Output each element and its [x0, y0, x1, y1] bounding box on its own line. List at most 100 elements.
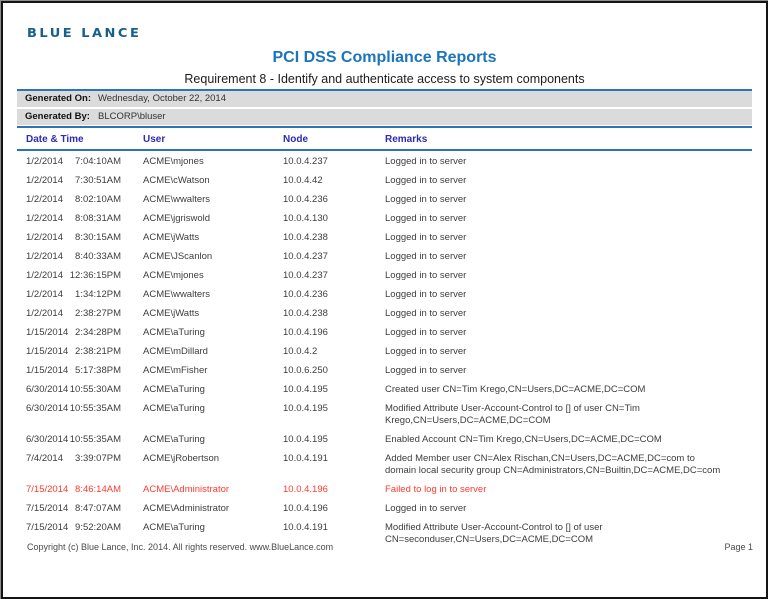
- cell-user: ACME\mDillard: [143, 345, 208, 357]
- cell-user: ACME\aTuring: [143, 383, 205, 395]
- cell-time: 8:02:10AM: [75, 193, 121, 205]
- cell-time: 10:55:35AM: [69, 433, 121, 445]
- table-row: 1/2/2014 7:04:10AM ACME\mjones 10.0.4.237 Lo…: [17, 152, 752, 171]
- cell-node: 10.0.4.191: [283, 521, 328, 533]
- table-row: 1/2/2014 2:38:27PM ACME\jWatts 10.0.4.238 Lo…: [17, 304, 752, 323]
- cell-time: 7:04:10AM: [75, 155, 121, 167]
- cell-datetime: 1/2/2014 2:38:27PM: [26, 308, 121, 320]
- generated-by-row: Generated By: BLCORP\bluser: [17, 109, 752, 125]
- cell-datetime: 1/2/2014 8:08:31AM: [26, 213, 121, 225]
- cell-time: 8:46:14AM: [75, 483, 121, 495]
- cell-date: 1/2/2014: [26, 174, 63, 186]
- table-row: 1/15/2014 5:17:38PM ACME\mFisher 10.0.6.250…: [17, 361, 752, 380]
- cell-time: 9:52:20AM: [75, 521, 121, 533]
- cell-time: 8:47:07AM: [75, 502, 121, 514]
- cell-datetime: 6/30/2014 10:55:30AM: [26, 384, 121, 396]
- table-row: 1/2/2014 7:30:51AM ACME\cWatson 10.0.4.42 Lo…: [17, 171, 752, 190]
- cell-datetime: 7/15/2014 8:47:07AM: [26, 503, 121, 515]
- cell-node: 10.0.4.236: [283, 193, 328, 205]
- cell-datetime: 7/15/2014 9:52:20AM: [26, 522, 121, 546]
- cell-time: 2:38:21PM: [75, 345, 121, 357]
- cell-date: 1/2/2014: [26, 307, 63, 319]
- column-header-datetime: Date & Time: [26, 134, 84, 145]
- cell-date: 1/2/2014: [26, 155, 63, 167]
- cell-time: 8:30:15AM: [75, 231, 121, 243]
- cell-remarks: Failed to log in to server: [385, 483, 487, 495]
- column-header-remarks: Remarks: [385, 134, 428, 145]
- cell-remarks: Logged in to server: [385, 307, 467, 319]
- cell-remarks: Logged in to server: [385, 502, 467, 514]
- cell-remarks: Logged in to server: [385, 326, 467, 338]
- cell-user: ACME\jgriswold: [143, 212, 211, 224]
- cell-datetime: 1/2/2014 8:40:33AM: [26, 251, 121, 263]
- blue-lance-logo: BLUE LANCE: [27, 27, 142, 41]
- cell-node: 10.0.4.196: [283, 502, 328, 514]
- cell-node: 10.0.4.196: [283, 483, 328, 495]
- cell-date: 1/2/2014: [26, 193, 63, 205]
- cell-remarks: Logged in to server: [385, 155, 467, 167]
- cell-user: ACME\jRobertson: [143, 452, 220, 464]
- table-row: 1/15/2014 2:34:28PM ACME\aTuring 10.0.4.196…: [17, 323, 752, 342]
- cell-date: 1/2/2014: [26, 269, 63, 281]
- footer-copyright: Copyright (c) Blue Lance, Inc. 2014. All…: [27, 542, 334, 552]
- generated-on-value: Wednesday, October 22, 2014: [98, 93, 226, 104]
- column-header-user: User: [143, 134, 166, 145]
- cell-remarks: Modified Attribute User-Account-Control …: [385, 402, 640, 426]
- cell-user: ACME\aTuring: [143, 521, 205, 533]
- cell-user: ACME\aTuring: [143, 402, 205, 414]
- cell-user: ACME\mFisher: [143, 364, 208, 376]
- cell-remarks: Logged in to server: [385, 193, 467, 205]
- cell-date: 6/30/2014: [26, 383, 69, 395]
- cell-user: ACME\mjones: [143, 155, 204, 167]
- table-row: 1/15/2014 2:38:21PM ACME\mDillard 10.0.4.2 L…: [17, 342, 752, 361]
- cell-node: 10.0.4.237: [283, 155, 328, 167]
- report-title: PCI DSS Compliance Reports: [272, 49, 497, 66]
- cell-time: 5:17:38PM: [75, 364, 121, 376]
- cell-date: 7/15/2014: [26, 483, 69, 495]
- cell-datetime: 6/30/2014 10:55:35AM: [26, 434, 121, 446]
- cell-datetime: 1/2/2014 8:30:15AM: [26, 232, 121, 244]
- cell-node: 10.0.4.236: [283, 288, 328, 300]
- cell-time: 10:55:35AM: [69, 402, 121, 414]
- cell-datetime: 1/2/2014 7:30:51AM: [26, 175, 121, 187]
- cell-node: 10.0.4.237: [283, 269, 328, 281]
- cell-remarks: Added Member user CN=Alex Rischan,CN=Use…: [385, 452, 721, 476]
- table-row: 7/15/2014 8:47:07AM ACME\Administrator 10.0…: [17, 499, 752, 518]
- table-row: 6/30/2014 10:55:35AM ACME\aTuring 10.0.4.19…: [17, 430, 752, 449]
- cell-datetime: 1/2/2014 1:34:12PM: [26, 289, 121, 301]
- cell-user: ACME\wwalters: [143, 193, 211, 205]
- cell-user: ACME\aTuring: [143, 326, 205, 338]
- cell-user: ACME\aTuring: [143, 433, 205, 445]
- cell-remarks: Modified Attribute User-Account-Control …: [385, 521, 603, 545]
- generated-by-label: Generated By:: [25, 111, 90, 122]
- table-header: Date & Time User Node Remarks: [17, 130, 752, 151]
- cell-remarks: Logged in to server: [385, 174, 467, 186]
- cell-datetime: 1/2/2014 8:02:10AM: [26, 194, 121, 206]
- cell-time: 2:34:28PM: [75, 326, 121, 338]
- cell-time: 7:30:51AM: [75, 174, 121, 186]
- cell-remarks: Logged in to server: [385, 250, 467, 262]
- cell-user: ACME\mjones: [143, 269, 204, 281]
- cell-time: 2:38:27PM: [75, 307, 121, 319]
- cell-remarks: Logged in to server: [385, 288, 467, 300]
- cell-date: 1/15/2014: [26, 345, 69, 357]
- cell-user: ACME\wwalters: [143, 288, 211, 300]
- footer-page-number: Page 1: [724, 542, 753, 552]
- cell-node: 10.0.4.191: [283, 452, 328, 464]
- cell-node: 10.0.4.42: [283, 174, 323, 186]
- cell-remarks: Enabled Account CN=Tim Krego,CN=Users,DC…: [385, 433, 662, 445]
- table-row: 7/4/2014 3:39:07PM ACME\jRobertson 10.0.4.1…: [17, 449, 752, 480]
- table-body: 1/2/2014 7:04:10AM ACME\mjones 10.0.4.237 Lo…: [17, 152, 752, 549]
- cell-date: 6/30/2014: [26, 402, 69, 414]
- cell-user: ACME\jWatts: [143, 307, 200, 319]
- table-row: 1/2/2014 8:02:10AM ACME\wwalters 10.0.4.236…: [17, 190, 752, 209]
- cell-user: ACME\jWatts: [143, 231, 200, 243]
- cell-date: 1/2/2014: [26, 250, 63, 262]
- cell-time: 10:55:30AM: [69, 383, 121, 395]
- cell-time: 12:36:15PM: [69, 269, 121, 281]
- cell-user: ACME\JScanlon: [143, 250, 213, 262]
- cell-datetime: 1/15/2014 5:17:38PM: [26, 365, 121, 377]
- table-row: 1/2/2014 8:40:33AM ACME\JScanlon 10.0.4.237…: [17, 247, 752, 266]
- cell-user: ACME\Administrator: [143, 502, 230, 514]
- cell-time: 1:34:12PM: [75, 288, 121, 300]
